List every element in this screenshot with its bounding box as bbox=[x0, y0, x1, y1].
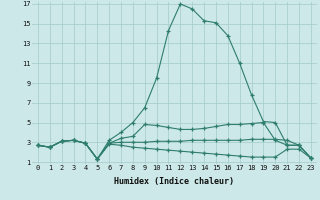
X-axis label: Humidex (Indice chaleur): Humidex (Indice chaleur) bbox=[115, 177, 234, 186]
